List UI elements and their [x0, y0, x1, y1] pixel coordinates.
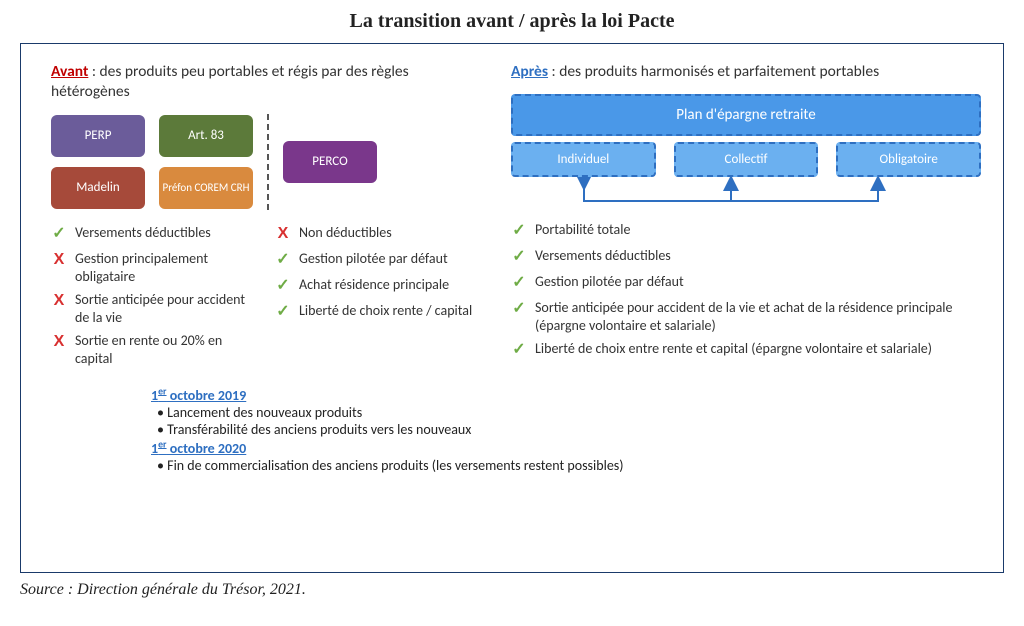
check-text: Non déductibles: [299, 224, 392, 242]
check-item: ✓ Achat résidence principale: [275, 276, 481, 296]
check-item: ✓ Versements déductibles: [51, 224, 257, 244]
avant-products: PERP Art. 83 Madelin Préfon COREM CRH PERCO: [51, 114, 481, 210]
avant-heading-rest: : des produits peu portables et régis pa…: [51, 62, 409, 101]
check-icon: ✓: [511, 247, 527, 267]
check-text: Gestion pilotée par défaut: [299, 250, 448, 268]
check-item: ✓ Portabilité totale: [511, 221, 981, 241]
check-text: Gestion principalement obligataire: [75, 250, 257, 285]
per-sub-box-2: Obligatoire: [836, 142, 981, 177]
check-item: ✓ Liberté de choix rente / capital: [275, 302, 481, 322]
timeline-item: Fin de commercialisation des anciens pro…: [157, 457, 981, 474]
cross-icon: X: [51, 250, 67, 270]
product-box-2: Madelin: [51, 167, 145, 209]
per-sub-box-0: Individuel: [511, 142, 656, 177]
diagram-frame: Avant : des produits peu portables et ré…: [20, 43, 1004, 573]
cross-icon: X: [51, 332, 67, 352]
timeline-item: Lancement des nouveaux produits: [157, 404, 981, 421]
apres-heading-rest: : des produits harmonisés et parfaitemen…: [548, 62, 879, 81]
product-perco: PERCO: [283, 141, 377, 183]
check-icon: ✓: [275, 250, 291, 270]
check-icon: ✓: [51, 224, 67, 244]
source-citation: Source : Direction générale du Trésor, 2…: [20, 581, 1004, 599]
check-item: X Sortie anticipée pour accident de la vi…: [51, 291, 257, 326]
cross-icon: X: [275, 224, 291, 244]
check-text: Sortie en rente ou 20% en capital: [75, 332, 257, 367]
check-icon: ✓: [511, 273, 527, 293]
check-icon: ✓: [511, 221, 527, 241]
timeline: 1er octobre 2019 Lancement des nouveaux …: [151, 385, 981, 473]
check-text: Gestion pilotée par défaut: [535, 273, 684, 291]
check-text: Liberté de choix entre rente et capital …: [535, 340, 932, 358]
avant-checklist: ✓ Versements déductibles X Gestion principa…: [51, 224, 481, 373]
check-item: ✓ Liberté de choix entre rente et capital…: [511, 340, 981, 360]
check-icon: ✓: [511, 299, 527, 319]
divider-dashed: [267, 114, 269, 210]
avant-column: Avant : des produits peu portables et ré…: [51, 62, 481, 373]
avant-heading: Avant : des produits peu portables et ré…: [51, 62, 481, 102]
check-text: Versements déductibles: [75, 224, 211, 242]
check-item: X Gestion principalement obligataire: [51, 250, 257, 285]
check-text: Portabilité totale: [535, 221, 630, 239]
check-icon: ✓: [275, 302, 291, 322]
apres-heading: Après : des produits harmonisés et parfa…: [511, 62, 981, 82]
check-item: ✓ Sortie anticipée pour accident de la vi…: [511, 299, 981, 334]
per-structure: Plan d'épargne retraite Individuel Collec…: [511, 94, 981, 177]
per-sub-box-1: Collectif: [674, 142, 819, 177]
apres-checklist: ✓ Portabilité totale ✓ Versements déductibl…: [511, 221, 981, 360]
timeline-date-2020: 1er octobre 2020: [151, 440, 246, 457]
check-icon: ✓: [275, 276, 291, 296]
timeline-item: Transférabilité des anciens produits ver…: [157, 421, 981, 438]
product-box-1: Art. 83: [159, 115, 253, 157]
per-top-box: Plan d'épargne retraite: [511, 94, 981, 136]
avant-heading-lead: Avant: [51, 62, 88, 81]
check-text: Versements déductibles: [535, 247, 671, 265]
product-box-0: PERP: [51, 115, 145, 157]
timeline-date-2019: 1er octobre 2019: [151, 387, 246, 404]
check-item: ✓ Versements déductibles: [511, 247, 981, 267]
check-text: Achat résidence principale: [299, 276, 449, 294]
product-box-3: Préfon COREM CRH: [159, 167, 253, 209]
check-text: Sortie anticipée pour accident de la vie: [75, 291, 257, 326]
apres-column: Après : des produits harmonisés et parfa…: [511, 62, 981, 373]
cross-icon: X: [51, 291, 67, 311]
apres-heading-lead: Après: [511, 62, 548, 81]
check-text: Liberté de choix rente / capital: [299, 302, 472, 320]
check-item: ✓ Gestion pilotée par défaut: [275, 250, 481, 270]
check-item: X Non déductibles: [275, 224, 481, 244]
check-item: X Sortie en rente ou 20% en capital: [51, 332, 257, 367]
check-text: Sortie anticipée pour accident de la vie…: [535, 299, 981, 334]
check-item: ✓ Gestion pilotée par défaut: [511, 273, 981, 293]
check-icon: ✓: [511, 340, 527, 360]
per-arrows: [511, 177, 951, 211]
page-title: La transition avant / après la loi Pacte: [20, 10, 1004, 33]
